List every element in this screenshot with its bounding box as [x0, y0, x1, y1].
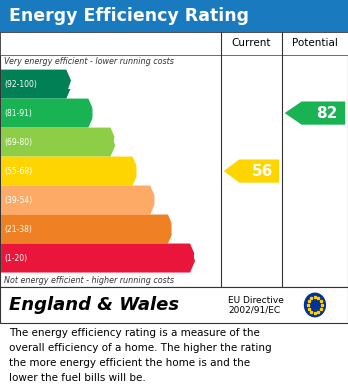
- Text: (39-54): (39-54): [4, 196, 32, 204]
- Text: B: B: [90, 104, 103, 122]
- Text: lower the fuel bills will be.: lower the fuel bills will be.: [9, 373, 145, 383]
- Text: (92-100): (92-100): [4, 80, 37, 89]
- Text: Energy Efficiency Rating: Energy Efficiency Rating: [9, 7, 249, 25]
- Polygon shape: [1, 156, 139, 186]
- Text: 56: 56: [252, 163, 273, 179]
- Bar: [0, 32, 348, 287]
- Text: Very energy efficient - lower running costs: Very energy efficient - lower running co…: [4, 57, 174, 66]
- Polygon shape: [1, 99, 95, 127]
- Text: D: D: [134, 162, 148, 180]
- Text: Potential: Potential: [292, 38, 338, 48]
- Text: 2002/91/EC: 2002/91/EC: [228, 306, 280, 315]
- Polygon shape: [1, 215, 174, 244]
- Polygon shape: [1, 70, 72, 99]
- Text: C: C: [112, 133, 125, 151]
- Text: The energy efficiency rating is a measure of the: The energy efficiency rating is a measur…: [9, 328, 260, 339]
- Polygon shape: [224, 160, 279, 183]
- Polygon shape: [285, 102, 345, 125]
- Text: England & Wales: England & Wales: [9, 296, 179, 314]
- Text: Not energy efficient - higher running costs: Not energy efficient - higher running co…: [4, 276, 174, 285]
- Bar: [0, 0, 348, 32]
- Bar: [0, 32, 348, 55]
- Text: F: F: [170, 220, 181, 238]
- Text: A: A: [68, 75, 81, 93]
- Text: G: G: [192, 249, 206, 267]
- Text: (21-38): (21-38): [4, 224, 32, 233]
- Text: the more energy efficient the home is and the: the more energy efficient the home is an…: [9, 358, 250, 368]
- Text: (69-80): (69-80): [4, 138, 32, 147]
- Text: Current: Current: [232, 38, 271, 48]
- Circle shape: [304, 293, 325, 317]
- Text: 82: 82: [316, 106, 338, 120]
- Text: EU Directive: EU Directive: [228, 296, 284, 305]
- Polygon shape: [1, 127, 117, 156]
- Text: (1-20): (1-20): [4, 253, 27, 262]
- Polygon shape: [1, 186, 157, 215]
- Bar: [0, 287, 348, 323]
- Text: (55-68): (55-68): [4, 167, 32, 176]
- Text: (81-91): (81-91): [4, 109, 32, 118]
- Text: overall efficiency of a home. The higher the rating: overall efficiency of a home. The higher…: [9, 343, 271, 353]
- Text: E: E: [152, 191, 163, 209]
- Polygon shape: [1, 244, 196, 273]
